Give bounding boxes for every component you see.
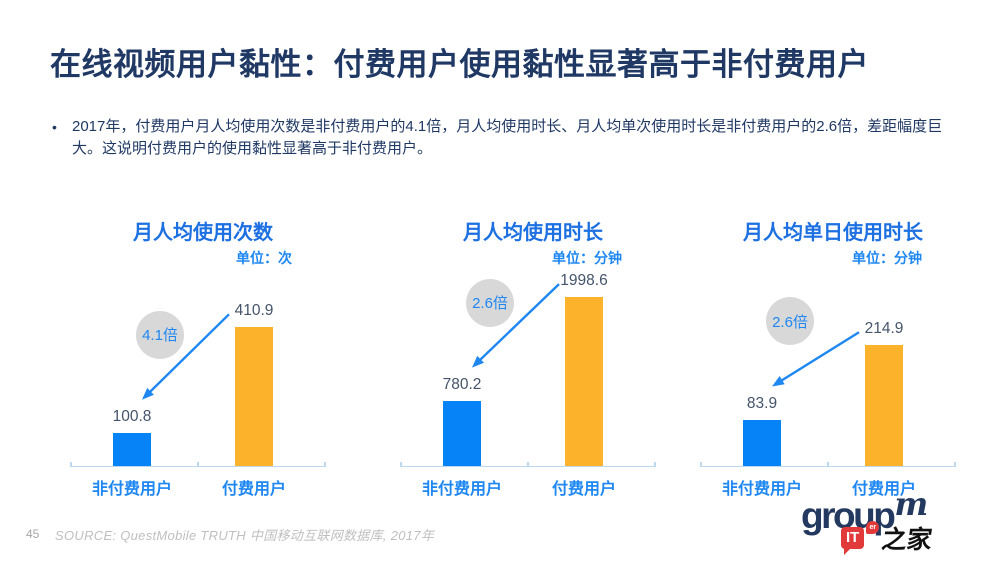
x-axis	[700, 462, 956, 467]
multiplier-badge: 4.1倍	[136, 310, 184, 359]
axis-tick	[70, 462, 72, 467]
groupm-logo-m: m	[894, 485, 929, 523]
axis-tick	[400, 462, 402, 467]
value-label: 214.9	[864, 320, 904, 338]
category-label: 非付费用户	[91, 481, 173, 498]
bar-nonpaid-user	[443, 400, 481, 467]
axis-tick	[197, 462, 199, 467]
chart-title: 月人均单日使用时长	[743, 222, 923, 244]
category-label: 付费用户	[551, 481, 617, 498]
speech-bubble-icon: er	[866, 521, 880, 534]
source-note: SOURCE: QuestMobile TRUTH 中国移动互联网数据库, 20…	[55, 528, 435, 543]
multiplier-badge: 2.6倍	[466, 278, 514, 327]
value-label: 83.9	[746, 394, 778, 412]
bar-paid-user	[235, 327, 273, 467]
plot-area: 2.6倍 780.2 1998.6	[398, 270, 668, 467]
ithome-home-text: 之家	[880, 525, 935, 554]
multiplier-arrow-icon	[472, 283, 560, 368]
plot-area: 2.6倍 83.9 214.9	[698, 270, 968, 467]
unit-label: 单位：次	[236, 250, 292, 266]
unit-label: 单位：分钟	[852, 250, 922, 266]
chart-title: 月人均使用次数	[133, 222, 273, 244]
bullet-text: 2017年，付费用户月人均使用次数是非付费用户的4.1倍，月人均使用时长、月人均…	[72, 118, 943, 157]
x-axis	[400, 462, 656, 467]
value-label: 410.9	[234, 302, 274, 320]
axis-tick	[827, 462, 829, 467]
ithome-it-badge: IT	[841, 527, 865, 555]
chart-title: 月人均使用时长	[463, 222, 603, 244]
chart-2: 月人均使用时长单位：分钟 2.6倍 780.2 1998.6 非付费用户 付费用户	[398, 208, 668, 508]
multiplier-arrow-icon	[142, 313, 230, 400]
page-title: 在线视频用户黏性：付费用户使用黏性显著高于非付费用户	[50, 46, 869, 82]
bar-nonpaid-user	[113, 432, 151, 467]
page-number: 45	[26, 527, 40, 541]
x-axis	[70, 462, 326, 467]
bar-nonpaid-user	[743, 419, 781, 467]
groupm-logo: groupm IT er 之家	[801, 485, 986, 561]
value-label: 1998.6	[560, 272, 608, 290]
multiplier-badge: 2.6倍	[766, 297, 814, 346]
ithome-watermark: IT er 之家	[841, 521, 935, 555]
multiplier-arrow-icon	[772, 331, 860, 387]
unit-label: 单位：分钟	[552, 250, 622, 266]
axis-tick	[700, 462, 702, 467]
axis-tick	[954, 462, 956, 467]
axis-tick	[324, 462, 326, 467]
chart-1: 月人均使用次数单位：次 4.1倍 100.8 410.9 非付费用户 付费用户	[68, 208, 338, 508]
category-label: 付费用户	[221, 481, 287, 498]
plot-area: 4.1倍 100.8 410.9	[68, 270, 338, 467]
category-label: 非付费用户	[421, 481, 503, 498]
bullet-marker: •	[52, 119, 57, 135]
chart-3: 月人均单日使用时长单位：分钟 2.6倍 83.9 214.9 非付费用户 付费用户	[698, 208, 968, 508]
value-label: 100.8	[112, 407, 152, 425]
value-label: 780.2	[442, 375, 482, 393]
bar-paid-user	[565, 297, 603, 467]
axis-tick	[527, 462, 529, 467]
axis-tick	[654, 462, 656, 467]
speech-bubble-text: er	[869, 524, 877, 531]
bar-paid-user	[865, 345, 903, 467]
summary-bullet: • 2017年，付费用户月人均使用次数是非付费用户的4.1倍，月人均使用时长、月…	[52, 116, 968, 160]
category-label: 付费用户	[851, 481, 917, 498]
category-label: 非付费用户	[721, 481, 803, 498]
